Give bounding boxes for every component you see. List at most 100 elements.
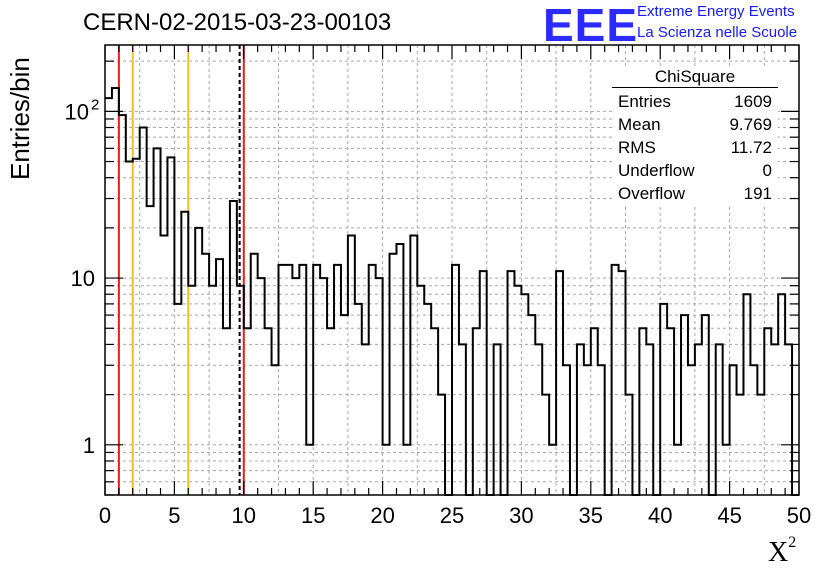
histogram-bin — [473, 328, 480, 495]
histogram-bin — [424, 304, 431, 495]
histogram-bin — [279, 265, 286, 495]
histogram-bin — [313, 265, 320, 495]
histogram-bin — [154, 148, 161, 495]
histogram-bin — [702, 315, 709, 495]
histogram-bin — [785, 344, 792, 495]
histogram-bin — [348, 236, 355, 495]
histogram-bin — [778, 294, 785, 495]
histogram-bin — [195, 228, 202, 495]
stats-box: ChiSquare Entries 1609 Mean 9.769 RMS 11.72… — [612, 67, 778, 205]
histogram-bin — [716, 344, 723, 495]
histogram-bin — [403, 445, 410, 495]
histogram-bin — [126, 162, 133, 495]
y-tick-label: 10 — [65, 99, 89, 124]
histogram-bin — [764, 328, 771, 495]
histogram-bin — [105, 98, 112, 495]
histogram-bin — [730, 365, 737, 495]
histogram-bin — [674, 445, 681, 495]
histogram-bin — [542, 395, 549, 495]
histogram-bin — [147, 206, 154, 495]
histogram-bin — [369, 265, 376, 495]
histogram-bin — [612, 265, 619, 495]
histogram-bin — [667, 328, 674, 495]
stats-row-mean: Mean 9.769 — [618, 115, 772, 134]
stats-title: ChiSquare — [612, 67, 778, 88]
eee-logo-line2: La Scienza nelle Scuole — [637, 24, 798, 41]
eee-logo-line1: Extreme Energy Events — [637, 3, 795, 20]
histogram-bin — [584, 365, 591, 495]
histogram-bin — [438, 395, 445, 495]
histogram-bin — [362, 344, 369, 495]
histogram-bin — [209, 286, 216, 495]
y-axis-label: Entries/bin — [5, 57, 35, 180]
histogram-bin — [521, 294, 528, 495]
histogram-bin — [494, 344, 501, 495]
histogram-bin — [743, 294, 750, 495]
histogram-bin — [528, 315, 535, 495]
histogram-bin — [723, 445, 730, 495]
histogram-bin — [341, 315, 348, 495]
histogram-bin — [563, 365, 570, 495]
x-tick-label: 30 — [509, 503, 533, 528]
histogram-bin — [299, 265, 306, 495]
histogram-bin — [508, 271, 515, 495]
histogram-bin — [285, 265, 292, 495]
histogram-bin — [376, 278, 383, 495]
histogram-bin — [244, 328, 251, 495]
axes — [104, 44, 800, 496]
stats-row-rms: RMS 11.72 — [618, 138, 772, 157]
histogram-bin — [452, 265, 459, 495]
histogram-bin — [216, 259, 223, 495]
x-tick-label: 45 — [717, 503, 741, 528]
histogram-bin — [619, 271, 626, 495]
stats-row-overflow: Overflow 191 — [618, 184, 772, 203]
histogram-bin — [119, 115, 126, 495]
histogram-bin — [251, 254, 258, 495]
histogram-bin — [237, 286, 244, 495]
y-tick-label: 10 — [71, 266, 95, 291]
histogram-bin — [639, 328, 646, 495]
histogram-bin — [660, 304, 667, 495]
chart-title: CERN-02-2015-03-23-00103 — [83, 9, 392, 36]
histogram-bin — [737, 395, 744, 495]
histogram-bin — [230, 201, 237, 495]
histogram-bin — [133, 159, 140, 495]
stats-row-underflow: Underflow 0 — [618, 161, 772, 180]
histogram-bin — [383, 445, 390, 495]
histogram-bin — [202, 254, 209, 495]
histogram-bin — [161, 236, 168, 495]
x-tick-label: 35 — [579, 503, 603, 528]
histogram-bin — [112, 88, 119, 495]
histogram-bin — [431, 328, 438, 495]
histogram-bin — [258, 278, 265, 495]
histogram-bin — [459, 344, 466, 495]
histogram-bin — [417, 286, 424, 495]
y-tick-label: 1 — [83, 433, 95, 458]
histogram-bin — [292, 278, 299, 495]
histogram-bin — [757, 395, 764, 495]
histogram-bin — [681, 315, 688, 495]
histogram-bin — [223, 328, 230, 495]
y-tick-label-exponent: 2 — [91, 96, 99, 113]
x-tick-label: 5 — [168, 503, 180, 528]
x-tick-label: 50 — [787, 503, 811, 528]
histogram-bin — [771, 344, 778, 495]
histogram-bin — [410, 236, 417, 495]
histogram-bin — [320, 278, 327, 495]
histogram-bin — [188, 286, 195, 495]
histogram-bin — [265, 328, 272, 495]
histogram-bin — [549, 445, 556, 495]
histogram-bin — [306, 445, 313, 495]
x-axis-label: X2 — [768, 533, 797, 568]
histogram-bin — [327, 328, 334, 495]
histogram-series — [105, 87, 799, 496]
grid-layer — [105, 45, 799, 496]
x-tick-label: 10 — [232, 503, 256, 528]
histogram-bin — [591, 328, 598, 495]
histogram-bin — [272, 365, 279, 495]
histogram-bin — [140, 128, 147, 495]
histogram-bin — [646, 344, 653, 495]
histogram-bin — [598, 365, 605, 495]
